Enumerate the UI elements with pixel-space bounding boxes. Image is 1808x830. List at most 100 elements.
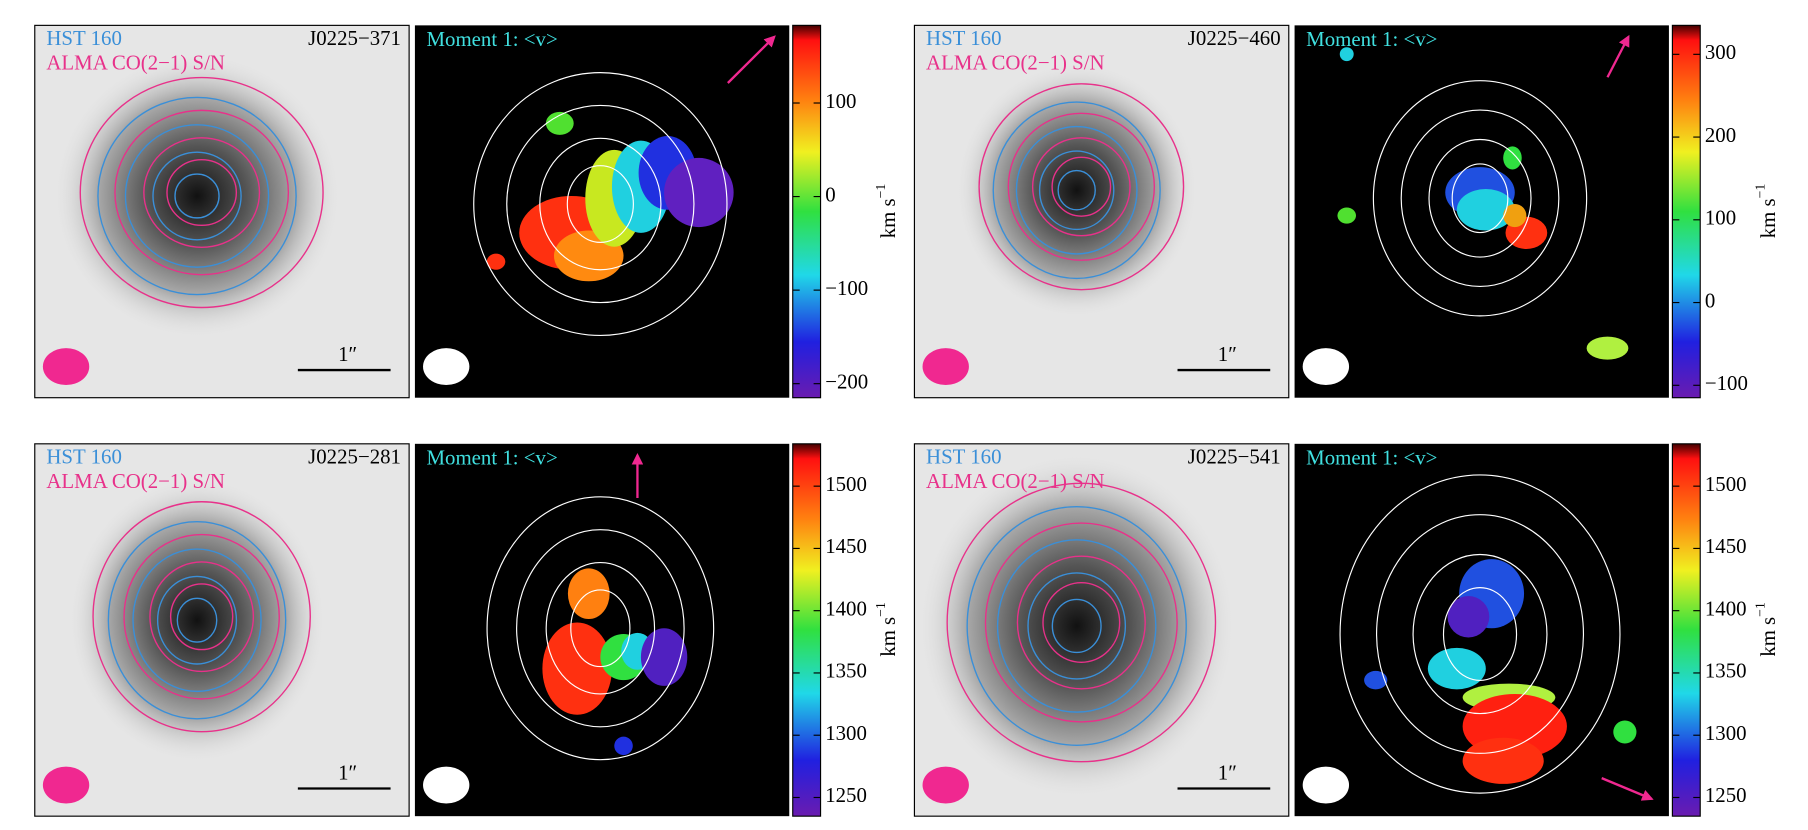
object-id: J0225−281 xyxy=(308,446,401,469)
colorbar xyxy=(792,24,822,399)
hst-contour xyxy=(1015,125,1138,255)
alma-contour xyxy=(79,76,324,309)
intensity-contour xyxy=(1428,138,1532,258)
galaxy xyxy=(53,53,341,339)
pa-arrow xyxy=(1606,34,1630,78)
colorbar-tick-label: 200 xyxy=(1705,124,1736,147)
object-id: J0225−541 xyxy=(1188,446,1281,469)
galaxy xyxy=(68,477,326,763)
scale-label: 1″ xyxy=(338,761,357,784)
unit: km s xyxy=(1756,198,1779,238)
scale-label: 1″ xyxy=(1218,343,1237,366)
velocity-region xyxy=(1462,737,1544,784)
colorbar-tick-label: 1400 xyxy=(1705,597,1747,620)
hst-contour xyxy=(97,96,297,296)
contour-label: ALMA CO(2−1) S/N xyxy=(46,470,225,493)
velocity-region xyxy=(1427,647,1486,690)
hst-contour xyxy=(156,575,238,665)
colorbar-tick-label: 1250 xyxy=(1705,784,1747,807)
velocity-region xyxy=(542,622,612,715)
alma-contour xyxy=(984,522,1178,723)
colorbar-label: km s−1 xyxy=(1754,602,1780,657)
unit: km s xyxy=(1756,617,1779,657)
beam xyxy=(922,766,969,804)
moment-bg xyxy=(414,443,790,817)
hst-contour xyxy=(1057,169,1096,211)
hst-contour xyxy=(174,173,220,219)
alma-contour xyxy=(1051,156,1112,217)
intensity-contour xyxy=(506,104,695,304)
unit: km s xyxy=(877,617,900,657)
hst-contour xyxy=(1051,598,1102,654)
velocity-region xyxy=(1503,204,1527,228)
hst-contour xyxy=(966,505,1187,746)
alma-contour xyxy=(1042,582,1121,663)
alma-contour xyxy=(946,482,1217,763)
hst-contour xyxy=(132,548,262,693)
hst-contour xyxy=(1027,572,1127,680)
intensity-contour xyxy=(1442,587,1518,682)
contour-label: ALMA CO(2−1) S/N xyxy=(926,470,1105,493)
alma-contour xyxy=(978,83,1185,291)
beam xyxy=(423,348,470,386)
band-label: HST 160 xyxy=(46,446,122,469)
beam xyxy=(423,766,470,804)
unit-exponent: −1 xyxy=(1754,602,1769,617)
colorbar-tick-label: −100 xyxy=(1705,372,1748,395)
intensity-contour xyxy=(516,529,685,728)
velocity-region xyxy=(1613,720,1637,744)
alma-contour xyxy=(1016,555,1146,690)
colorbar-label: km s−1 xyxy=(1754,184,1780,239)
frame xyxy=(34,443,410,817)
velocity-region xyxy=(1447,595,1490,638)
colorbar-tick-label: 1250 xyxy=(825,784,867,807)
contour-label: ALMA CO(2−1) S/N xyxy=(926,51,1105,74)
velocity-region xyxy=(1364,670,1388,690)
unit: km s xyxy=(877,198,900,238)
alma-contour xyxy=(123,533,280,700)
intensity-contour xyxy=(1339,474,1621,794)
object-id: J0225−371 xyxy=(308,27,401,50)
hst-contour xyxy=(124,124,270,268)
intensity-contour xyxy=(473,72,728,337)
colorbar-tick-label: 1350 xyxy=(1705,660,1747,683)
hst-contour xyxy=(152,151,242,241)
colorbar-tick-label: 100 xyxy=(1705,207,1736,230)
colorbar-tick-label: 300 xyxy=(1705,41,1736,64)
scale-label: 1″ xyxy=(338,343,357,366)
unit-exponent: −1 xyxy=(1754,184,1769,199)
moment-title: Moment 1: <v> xyxy=(427,447,558,470)
colorbar-tick-label: 1450 xyxy=(825,535,867,558)
velocity-region xyxy=(1456,189,1515,231)
alma-contour xyxy=(149,561,255,673)
moment-title: Moment 1: <v> xyxy=(1306,28,1437,51)
scale-label: 1″ xyxy=(1218,761,1237,784)
alma-contour xyxy=(166,158,238,227)
velocity-region xyxy=(614,736,633,756)
frame xyxy=(913,443,1290,817)
velocity-region xyxy=(1503,146,1522,170)
moment-map: Moment 1: <v> xyxy=(414,25,790,398)
colorbar-tick-label: 1500 xyxy=(825,473,867,496)
colorbar-tick-label: 1400 xyxy=(825,597,867,620)
band-label: HST 160 xyxy=(926,446,1002,469)
moment-map: Moment 1: <v> xyxy=(1294,25,1669,398)
velocity-region xyxy=(486,253,506,270)
beam xyxy=(42,348,90,386)
intensity-contour xyxy=(486,496,715,761)
intensity-contour xyxy=(545,561,656,695)
frame xyxy=(913,24,1290,399)
colorbar-label: km s−1 xyxy=(874,602,900,657)
moment-map: Moment 1: <v> xyxy=(414,443,790,817)
alma-contour xyxy=(1007,112,1156,261)
velocity-region xyxy=(1586,336,1629,360)
colorbar-tick-label: 1300 xyxy=(1705,722,1747,745)
colorbar-tick-label: 0 xyxy=(825,183,835,206)
colorbar-label: km s−1 xyxy=(874,184,900,239)
colorbar-tick-label: 1300 xyxy=(825,722,867,745)
velocity-region xyxy=(567,568,610,620)
intensity-contour xyxy=(566,165,634,243)
